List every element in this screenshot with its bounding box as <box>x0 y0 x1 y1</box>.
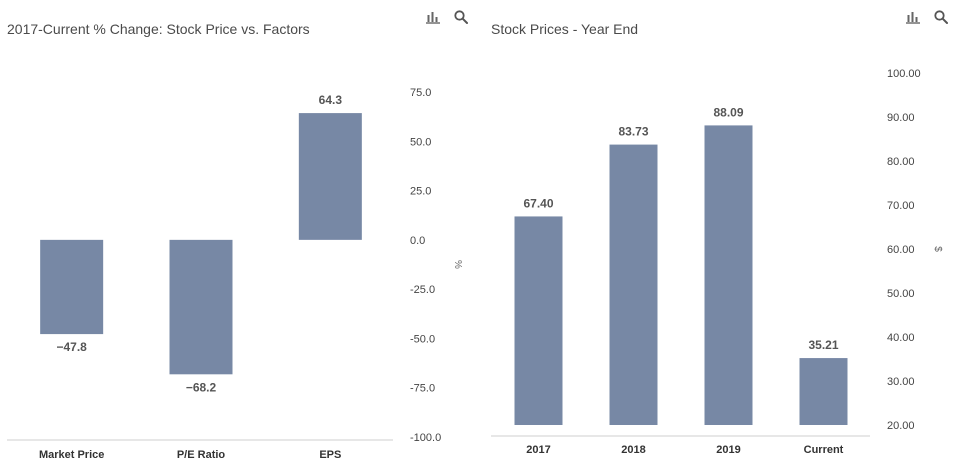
search-icon[interactable] <box>452 8 470 26</box>
right-data-label: 35.21 <box>808 338 838 352</box>
left-y-tick-label: -50.0 <box>410 333 435 345</box>
left-y-tick-label: -75.0 <box>410 383 435 395</box>
right-y-tick-label: 50.00 <box>887 288 915 300</box>
right-y-tick-label: 40.00 <box>887 332 915 344</box>
right-y-tick-label: 100.00 <box>887 68 921 80</box>
right-category-label: Current <box>804 444 844 456</box>
left-y-tick-label: 75.0 <box>410 87 431 99</box>
left-data-label: −68.2 <box>186 380 217 394</box>
left-chart-plot: −47.8 Market Price −68.2 P/E Ratio 64.3 EPS 75… <box>7 87 463 461</box>
right-data-label: 67.40 <box>523 196 553 210</box>
left-category-label: Market Price <box>39 449 104 461</box>
right-chart-title: Stock Prices - Year End <box>491 21 639 37</box>
left-bar <box>40 239 104 335</box>
right-y-tick-label: 80.00 <box>887 156 915 168</box>
left-bar <box>298 113 362 240</box>
right-y-tick-label: 20.00 <box>887 420 915 432</box>
right-category-label: 2019 <box>716 444 740 456</box>
right-category-label: 2018 <box>621 444 645 456</box>
right-category-label: 2017 <box>526 444 550 456</box>
right-data-label: 83.73 <box>618 125 648 139</box>
right-y-tick-label: 90.00 <box>887 112 915 124</box>
left-bar <box>169 239 233 375</box>
right-y-unit-label: $ <box>932 246 943 252</box>
right-y-tick-label: 60.00 <box>887 244 915 256</box>
left-chart-panel: 2017-Current % Change: Stock Price vs. F… <box>7 8 470 461</box>
left-category-label: P/E Ratio <box>177 449 226 461</box>
right-y-tick-label: 30.00 <box>887 376 915 388</box>
left-data-label: 64.3 <box>319 93 343 107</box>
right-y-tick-label: 70.00 <box>887 200 915 212</box>
right-bar <box>514 216 563 425</box>
right-data-label: 88.09 <box>713 105 743 119</box>
bar-chart-icon[interactable] <box>904 8 922 26</box>
right-bar <box>609 144 658 425</box>
left-chart-toolbar <box>424 8 470 26</box>
left-y-tick-label: -25.0 <box>410 284 435 296</box>
right-chart-panel: Stock Prices - Year End 67.40 2017 83.73 20… <box>480 0 958 476</box>
right-chart-toolbar <box>904 8 950 26</box>
search-icon[interactable] <box>932 8 950 26</box>
right-chart-plot: 67.40 2017 83.73 2018 88.09 2019 35.21 Current 1… <box>491 68 943 456</box>
left-y-tick-label: 50.0 <box>410 136 431 148</box>
left-y-tick-label: 25.0 <box>410 186 431 198</box>
left-chart-title: 2017-Current % Change: Stock Price vs. F… <box>7 21 310 37</box>
left-y-tick-label: -100.0 <box>410 432 441 444</box>
left-y-tick-label: 0.0 <box>410 235 425 247</box>
bar-chart-icon[interactable] <box>424 8 442 26</box>
left-data-label: −47.8 <box>56 340 87 354</box>
right-bar <box>704 125 753 426</box>
left-y-unit-label: % <box>452 260 463 269</box>
left-category-label: EPS <box>319 449 341 461</box>
right-bar <box>799 358 848 425</box>
